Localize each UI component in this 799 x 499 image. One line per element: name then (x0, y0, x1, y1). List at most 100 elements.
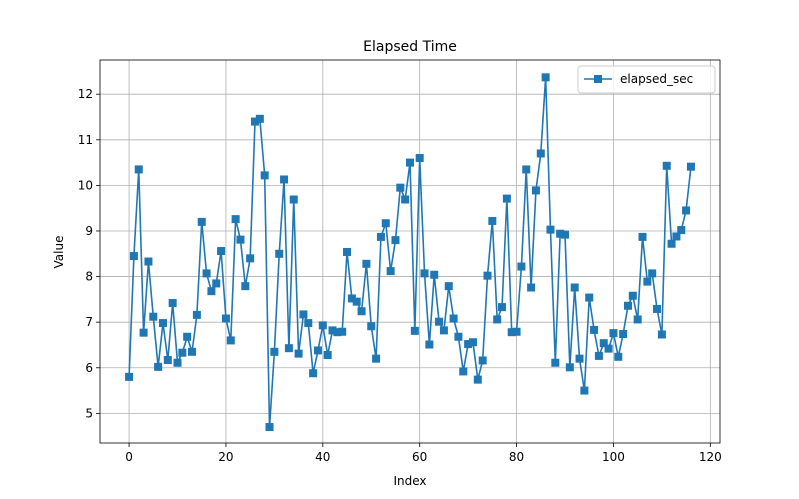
data-point (396, 183, 405, 192)
data-point (391, 236, 400, 245)
data-point (512, 327, 521, 336)
data-point (173, 358, 182, 367)
data-point (415, 154, 424, 163)
data-point (638, 232, 647, 241)
data-point (604, 344, 613, 353)
data-point (430, 270, 439, 279)
data-point (435, 317, 444, 326)
x-tick-label: 60 (412, 450, 427, 464)
data-point (522, 165, 531, 174)
series-elapsed-sec (125, 73, 695, 432)
data-point (667, 239, 676, 248)
data-point (333, 328, 342, 337)
y-tick-label: 7 (85, 315, 93, 329)
data-point (439, 326, 448, 335)
data-point (309, 369, 318, 378)
data-point (197, 217, 206, 226)
data-point (139, 328, 148, 337)
data-point (168, 299, 177, 308)
data-point (682, 206, 691, 215)
data-point (372, 354, 381, 363)
x-tick-label: 80 (509, 450, 524, 464)
data-point (551, 358, 560, 367)
data-point (338, 327, 347, 336)
data-point (556, 229, 565, 238)
y-tick-label: 9 (85, 224, 93, 238)
legend-square-marker (594, 75, 602, 83)
data-point (643, 277, 652, 286)
data-point (163, 356, 172, 365)
data-point (129, 252, 138, 261)
data-point (386, 267, 395, 276)
data-point (154, 362, 163, 371)
data-point (575, 354, 584, 363)
data-point (531, 186, 540, 195)
data-point (677, 226, 686, 235)
data-point (507, 328, 516, 337)
data-point (686, 162, 695, 171)
data-point (318, 321, 327, 330)
data-point (561, 230, 569, 239)
data-point (178, 348, 187, 357)
data-point (517, 262, 526, 271)
y-tick-label: 10 (78, 178, 93, 192)
data-point (459, 367, 468, 376)
data-point (207, 287, 216, 296)
data-point (420, 269, 429, 278)
axis-ticks: 0 20 40 60 80 100 120 5 6 7 8 9 10 11 12 (78, 87, 722, 464)
data-point (410, 326, 419, 335)
data-point (536, 149, 545, 158)
data-point (449, 314, 458, 323)
y-tick-label: 6 (85, 361, 93, 375)
legend-box (577, 65, 716, 94)
data-point (454, 332, 463, 341)
x-tick-label: 20 (218, 450, 233, 464)
data-point (478, 356, 487, 365)
data-point (473, 375, 482, 384)
y-tick-label: 12 (78, 87, 93, 101)
data-point (343, 247, 352, 256)
data-point (284, 344, 293, 353)
data-point (158, 319, 167, 328)
data-point (183, 332, 192, 341)
x-tick-label: 100 (602, 450, 625, 464)
chart-title: Elapsed Time (363, 39, 457, 55)
data-point (623, 301, 632, 310)
x-tick-label: 40 (315, 450, 330, 464)
data-point (444, 282, 453, 291)
data-point (648, 269, 657, 278)
data-point (619, 330, 628, 339)
data-point (149, 312, 158, 321)
data-point (653, 304, 662, 313)
data-point (464, 340, 473, 349)
data-point (241, 282, 250, 291)
data-point (313, 346, 322, 355)
data-point (527, 283, 536, 292)
data-point (347, 294, 356, 303)
data-point (217, 247, 226, 256)
y-tick-label: 11 (78, 133, 93, 147)
data-point (299, 310, 308, 319)
x-tick-label: 0 (125, 450, 133, 464)
data-point (246, 254, 255, 263)
data-point (323, 351, 332, 359)
data-point (352, 297, 361, 306)
legend-entry-elapsed-sec: elapsed_sec (620, 72, 693, 86)
data-point (362, 259, 371, 268)
data-point (212, 279, 221, 288)
data-point (270, 347, 279, 356)
data-point (672, 232, 681, 241)
data-point (255, 114, 264, 123)
x-tick-label: 120 (699, 450, 722, 464)
data-point (401, 195, 410, 204)
data-point (236, 235, 245, 244)
data-point (590, 325, 599, 334)
data-point (192, 310, 201, 319)
data-point (585, 293, 594, 302)
data-point (294, 349, 303, 358)
data-point (328, 326, 337, 335)
data-point (468, 338, 477, 347)
data-point (425, 340, 434, 349)
data-point (265, 423, 274, 432)
data-point (502, 194, 511, 203)
